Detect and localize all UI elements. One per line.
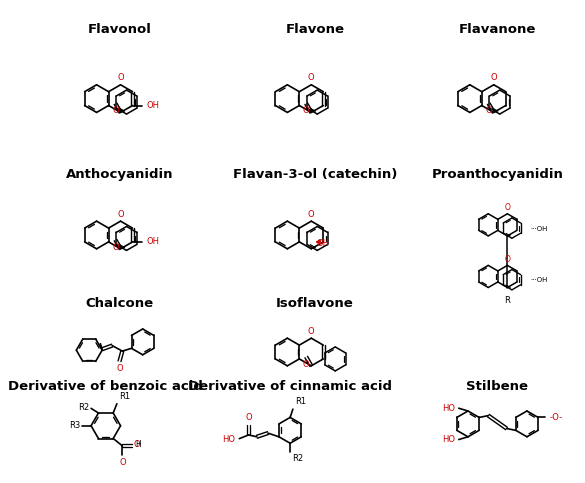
Text: HO: HO [442, 435, 455, 444]
Text: -O-: -O- [549, 413, 562, 422]
Text: OH: OH [146, 238, 159, 246]
Text: O: O [308, 73, 315, 83]
Text: H: H [135, 440, 141, 450]
Text: O: O [133, 440, 140, 450]
Text: O: O [116, 364, 123, 373]
Text: O: O [117, 210, 124, 219]
Text: O: O [504, 203, 510, 212]
Text: R1: R1 [295, 398, 306, 406]
Text: R2: R2 [78, 403, 90, 412]
Text: Derivative of benzoic acid: Derivative of benzoic acid [8, 380, 203, 393]
Text: Isoflavone: Isoflavone [276, 297, 354, 310]
Text: O: O [303, 360, 309, 369]
Text: OH: OH [317, 239, 330, 248]
Text: O: O [112, 106, 119, 115]
Text: O: O [486, 106, 492, 115]
Text: OH: OH [146, 101, 159, 110]
Text: R2: R2 [292, 455, 303, 463]
Text: O: O [112, 243, 119, 252]
Text: HO: HO [222, 435, 235, 444]
Text: Flavan-3-ol (catechin): Flavan-3-ol (catechin) [233, 168, 397, 181]
Text: Flavone: Flavone [285, 23, 345, 36]
Text: R: R [504, 296, 510, 305]
Text: O: O [245, 413, 252, 422]
Text: Derivative of cinnamic acid: Derivative of cinnamic acid [188, 380, 392, 393]
Text: ···OH: ···OH [530, 277, 547, 283]
Text: HO: HO [442, 404, 455, 413]
Text: O: O [117, 73, 124, 83]
Text: O: O [504, 255, 510, 264]
Text: Flavanone: Flavanone [459, 23, 536, 36]
Text: Chalcone: Chalcone [85, 297, 154, 310]
Text: Proanthocyanidin: Proanthocyanidin [432, 168, 563, 181]
Text: R1: R1 [119, 392, 130, 401]
Text: Anthocyanidin: Anthocyanidin [66, 168, 173, 181]
Text: R3: R3 [69, 421, 80, 430]
Text: Stilbene: Stilbene [466, 380, 528, 393]
Text: O: O [303, 106, 309, 115]
Text: Flavonol: Flavonol [88, 23, 152, 36]
Text: O: O [490, 73, 497, 83]
Text: O: O [308, 210, 315, 219]
Text: ···OH: ···OH [530, 226, 547, 231]
Text: O: O [119, 458, 126, 467]
Text: O: O [308, 327, 315, 336]
